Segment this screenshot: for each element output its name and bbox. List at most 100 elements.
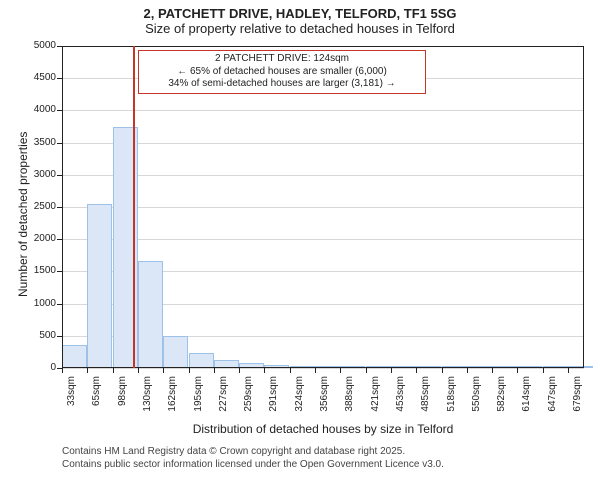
annotation-line3: 34% of semi-detached houses are larger (… bbox=[142, 78, 422, 91]
xtick-mark bbox=[189, 368, 190, 373]
histogram-bar bbox=[366, 366, 391, 368]
xtick-mark bbox=[391, 368, 392, 373]
histogram-bar bbox=[568, 366, 593, 368]
histogram-bar bbox=[138, 261, 163, 368]
xtick-label: 421sqm bbox=[370, 376, 381, 420]
xtick-mark bbox=[290, 368, 291, 373]
xtick-label: 647sqm bbox=[547, 376, 558, 420]
xtick-mark bbox=[214, 368, 215, 373]
gridline bbox=[62, 368, 584, 369]
ytick-label: 2500 bbox=[20, 201, 56, 212]
ytick-label: 0 bbox=[20, 362, 56, 373]
title-block: 2, PATCHETT DRIVE, HADLEY, TELFORD, TF1 … bbox=[0, 0, 600, 36]
ytick-mark bbox=[57, 271, 62, 272]
histogram-bar bbox=[340, 366, 365, 368]
annotation-box: 2 PATCHETT DRIVE: 124sqm← 65% of detache… bbox=[138, 50, 426, 94]
xtick-label: 388sqm bbox=[344, 376, 355, 420]
histogram-bar bbox=[416, 366, 441, 368]
ytick-mark bbox=[57, 78, 62, 79]
xtick-mark bbox=[62, 368, 63, 373]
xtick-mark bbox=[239, 368, 240, 373]
xtick-mark bbox=[264, 368, 265, 373]
ytick-label: 2000 bbox=[20, 233, 56, 244]
xtick-label: 227sqm bbox=[218, 376, 229, 420]
histogram-bar bbox=[290, 366, 315, 368]
ytick-mark bbox=[57, 143, 62, 144]
gridline bbox=[62, 175, 584, 176]
gridline bbox=[62, 239, 584, 240]
footer-line2: Contains public sector information licen… bbox=[62, 459, 444, 472]
histogram-bar bbox=[87, 204, 112, 368]
ytick-mark bbox=[57, 175, 62, 176]
ytick-label: 3500 bbox=[20, 137, 56, 148]
ytick-label: 5000 bbox=[20, 40, 56, 51]
xtick-mark bbox=[366, 368, 367, 373]
histogram-bar bbox=[391, 366, 416, 368]
histogram-bar bbox=[517, 366, 542, 368]
histogram-bar bbox=[492, 366, 517, 368]
xtick-mark bbox=[442, 368, 443, 373]
xtick-label: 453sqm bbox=[395, 376, 406, 420]
xtick-label: 162sqm bbox=[167, 376, 178, 420]
xtick-mark bbox=[138, 368, 139, 373]
xtick-label: 33sqm bbox=[66, 376, 77, 420]
gridline bbox=[62, 46, 584, 47]
histogram-bar bbox=[214, 360, 239, 368]
histogram-bar bbox=[189, 353, 214, 368]
xaxis-title: Distribution of detached houses by size … bbox=[62, 422, 584, 436]
reference-line bbox=[133, 46, 135, 368]
xtick-mark bbox=[543, 368, 544, 373]
annotation-line2: ← 65% of detached houses are smaller (6,… bbox=[142, 66, 422, 79]
xtick-mark bbox=[416, 368, 417, 373]
ytick-mark bbox=[57, 239, 62, 240]
ytick-mark bbox=[57, 304, 62, 305]
xtick-label: 679sqm bbox=[572, 376, 583, 420]
xtick-label: 259sqm bbox=[243, 376, 254, 420]
xtick-mark bbox=[113, 368, 114, 373]
xtick-label: 195sqm bbox=[193, 376, 204, 420]
ytick-mark bbox=[57, 110, 62, 111]
xtick-label: 582sqm bbox=[496, 376, 507, 420]
xtick-mark bbox=[340, 368, 341, 373]
xtick-mark bbox=[492, 368, 493, 373]
histogram-bar bbox=[543, 366, 568, 368]
histogram-bar bbox=[442, 366, 467, 368]
annotation-line1: 2 PATCHETT DRIVE: 124sqm bbox=[142, 53, 422, 66]
xtick-label: 65sqm bbox=[91, 376, 102, 420]
ytick-label: 1500 bbox=[20, 265, 56, 276]
plot-area: 2 PATCHETT DRIVE: 124sqm← 65% of detache… bbox=[62, 46, 584, 368]
footer-line1: Contains HM Land Registry data © Crown c… bbox=[62, 446, 444, 459]
xtick-mark bbox=[315, 368, 316, 373]
title-line2: Size of property relative to detached ho… bbox=[0, 21, 600, 36]
xtick-label: 550sqm bbox=[471, 376, 482, 420]
title-line1: 2, PATCHETT DRIVE, HADLEY, TELFORD, TF1 … bbox=[0, 6, 600, 21]
ytick-label: 4500 bbox=[20, 72, 56, 83]
chart-container: 2, PATCHETT DRIVE, HADLEY, TELFORD, TF1 … bbox=[0, 0, 600, 500]
xtick-label: 324sqm bbox=[294, 376, 305, 420]
xtick-mark bbox=[568, 368, 569, 373]
xtick-label: 518sqm bbox=[446, 376, 457, 420]
xtick-mark bbox=[163, 368, 164, 373]
xtick-label: 614sqm bbox=[521, 376, 532, 420]
ytick-label: 3000 bbox=[20, 169, 56, 180]
ytick-label: 1000 bbox=[20, 298, 56, 309]
xtick-mark bbox=[517, 368, 518, 373]
ytick-label: 4000 bbox=[20, 104, 56, 115]
histogram-bar bbox=[467, 366, 492, 368]
footer: Contains HM Land Registry data © Crown c… bbox=[62, 446, 444, 471]
xtick-label: 130sqm bbox=[142, 376, 153, 420]
xtick-label: 291sqm bbox=[268, 376, 279, 420]
histogram-bar bbox=[62, 345, 87, 368]
xtick-label: 356sqm bbox=[319, 376, 330, 420]
gridline bbox=[62, 143, 584, 144]
xtick-mark bbox=[87, 368, 88, 373]
gridline bbox=[62, 110, 584, 111]
xtick-label: 485sqm bbox=[420, 376, 431, 420]
histogram-bar bbox=[315, 366, 340, 368]
histogram-bar bbox=[264, 365, 289, 368]
ytick-mark bbox=[57, 336, 62, 337]
xtick-mark bbox=[467, 368, 468, 373]
histogram-bar bbox=[163, 336, 188, 368]
xtick-label: 98sqm bbox=[117, 376, 128, 420]
ytick-mark bbox=[57, 46, 62, 47]
